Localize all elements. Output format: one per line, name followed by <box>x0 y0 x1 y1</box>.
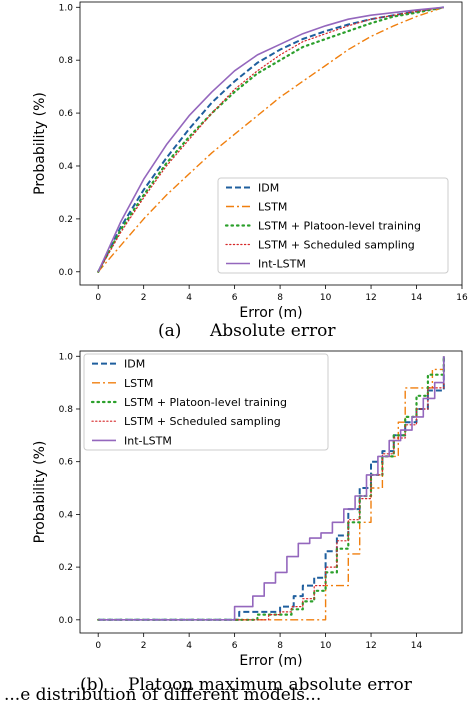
series-line <box>97 6 445 273</box>
y-tick-label: 0.2 <box>59 215 73 225</box>
x-tick-label: 10 <box>320 293 332 303</box>
series-line <box>97 6 445 273</box>
x-tick-label: 6 <box>232 641 238 651</box>
x-tick-label: 10 <box>320 641 332 651</box>
legend-box <box>217 177 449 274</box>
y-tick-label: 1.0 <box>59 352 74 362</box>
y-axis-label-a: Probability (%) <box>32 92 48 195</box>
legend-box <box>83 353 329 451</box>
series-group-b <box>97 355 445 621</box>
y-tick-label: 0.2 <box>59 563 73 573</box>
panel-a: 0 2 4 6 8 10 12 14 16 0.0 0.2 0.4 0.6 0.8 1.0 Error (m… <box>32 1 468 341</box>
y-tick-label: 1.0 <box>59 3 74 13</box>
y-tick-label: 0.8 <box>59 56 74 66</box>
x-tick-label: 2 <box>141 293 147 303</box>
series-line <box>97 6 444 273</box>
subplot-label-a: (a) <box>158 321 181 341</box>
series-line <box>97 355 445 621</box>
y-tick-label: 0.8 <box>59 405 74 415</box>
x-tick-label: 8 <box>277 293 283 303</box>
y-tick-label: 0.0 <box>59 268 74 278</box>
y-tick-label: 0.6 <box>59 109 74 119</box>
x-axis-label-b: Error (m) <box>239 653 302 669</box>
axes-frame-b <box>79 350 463 634</box>
panel-b: 0 2 4 6 8 10 12 140.00.20.40.60.81.0 Error (m) … <box>32 350 463 695</box>
ticks-group-b: 0 2 4 6 8 10 12 14 0.0 0.2 0.4 0.6 0.8 1.0 <box>59 352 423 651</box>
x-tick-label: 16 <box>456 293 468 303</box>
y-tick-label: 0.6 <box>59 458 74 468</box>
legend-label: LSTM <box>258 201 287 214</box>
y-tick-label: 0.4 <box>59 510 74 520</box>
series-line <box>98 356 445 621</box>
x-tick-label: 14 <box>411 641 423 651</box>
y-tick-label: 0.4 <box>59 162 74 172</box>
subplot-caption-a: Absolute error <box>209 321 336 341</box>
legend-label: Int-LSTM <box>258 258 306 271</box>
legend-label: IDM <box>124 358 145 371</box>
legend-label: LSTM + Scheduled sampling <box>258 239 415 252</box>
y-tick-label: 0.0 <box>59 616 74 626</box>
subplot-label-b: (b) <box>80 675 104 695</box>
subplot-caption-b: Platoon maximum absolute error <box>128 675 413 695</box>
x-tick-label: 12 <box>365 293 376 303</box>
x-tick-label: 4 <box>186 293 192 303</box>
x-tick-label: 6 <box>232 293 238 303</box>
x-tick-label: 14 <box>411 293 423 303</box>
axes-frame-a <box>79 1 463 286</box>
legend-label: LSTM + Platoon-level training <box>124 396 287 409</box>
y-axis-label-b: Probability (%) <box>32 441 48 544</box>
legend-a: IDM LSTM LSTM + Platoon-level training LSTM… <box>217 177 449 274</box>
legend-label: LSTM + Scheduled sampling <box>124 415 281 428</box>
series-group-a <box>97 6 445 273</box>
x-tick-label: 2 <box>141 641 147 651</box>
legend-label: LSTM <box>124 377 153 390</box>
x-axis-label-a: Error (m) <box>239 305 302 321</box>
figure-caption-partial: ...e distribution of different models... <box>4 685 321 702</box>
x-tick-label: 4 <box>186 641 192 651</box>
legend-label: LSTM + Platoon-level training <box>258 220 421 233</box>
x-tick-label: 12 <box>365 641 376 651</box>
x-tick-label: 0 <box>95 293 101 303</box>
legend-b: IDM LSTM LSTM + Platoon-level training LSTM… <box>83 353 329 451</box>
legend-label: Int-LSTM <box>124 434 172 447</box>
legend-label: IDM <box>258 182 279 195</box>
x-tick-label: 0 <box>95 641 101 651</box>
ticks-group-a: 0 2 4 6 8 10 12 14 16 0.0 0.2 0.4 0.6 0.8 1.0 <box>59 3 468 303</box>
x-tick-label: 8 <box>277 641 283 651</box>
series-line <box>97 6 445 273</box>
